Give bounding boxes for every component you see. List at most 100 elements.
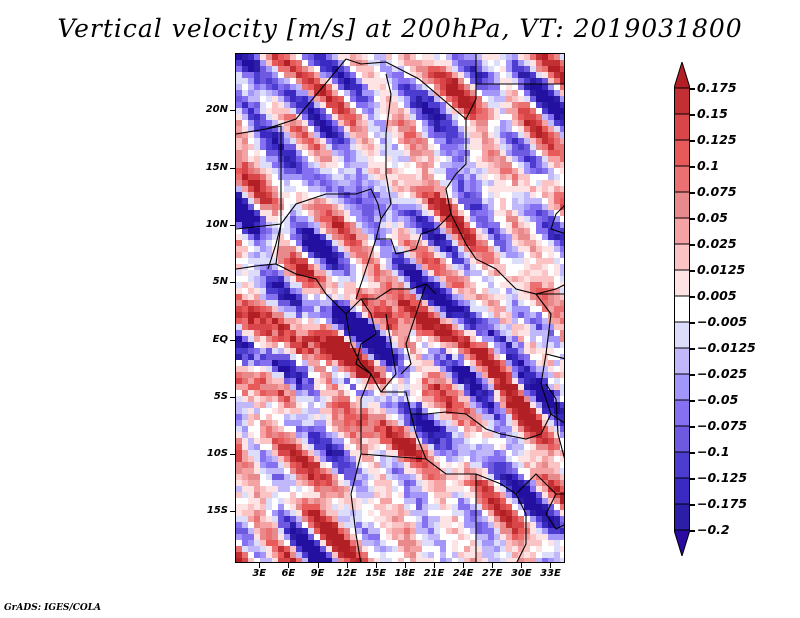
colorbar-box (674, 425, 690, 453)
colorbar-box (674, 113, 690, 141)
colorbar-bottom-arrow (673, 529, 691, 558)
colorbar-label: 0.15 (697, 106, 728, 121)
colorbar-graphic (673, 60, 691, 558)
lon-tick-label: 27E (481, 568, 503, 579)
lon-tick-label: 18E (394, 568, 416, 579)
colorbar-box (674, 269, 690, 297)
lon-tick (404, 563, 406, 568)
lat-tick-label: 15S (206, 505, 228, 517)
colorbar-label: 0.005 (697, 288, 737, 303)
colorbar-box (674, 191, 690, 219)
colorbar-box (674, 399, 690, 427)
colorbar-tick (690, 530, 695, 532)
lon-tick (463, 563, 465, 568)
colorbar-box (674, 503, 690, 531)
lon-tick (492, 563, 494, 568)
colorbar-box (674, 295, 690, 323)
colorbar-tick (690, 270, 695, 272)
colorbar-box (674, 165, 690, 193)
lat-tick (230, 454, 235, 456)
lon-tick-label: 15E (365, 568, 387, 579)
colorbar-label: −0.005 (697, 314, 748, 329)
lon-tick-label: 3E (252, 568, 267, 579)
colorbar-tick (690, 244, 695, 246)
colorbar-tick (690, 504, 695, 506)
lat-tick-label: 15N (205, 161, 228, 173)
colorbar-tick (690, 88, 695, 90)
colorbar-box (674, 347, 690, 375)
field-cells (236, 54, 564, 562)
colorbar-label: 0.125 (697, 132, 737, 147)
colorbar-label: 0.0125 (697, 262, 746, 277)
colorbar-box (674, 217, 690, 245)
lat-tick-label: EQ (212, 333, 228, 345)
colorbar-label: −0.05 (697, 392, 739, 407)
lon-tick-label: 9E (310, 568, 325, 579)
lat-tick-label: 5S (213, 390, 228, 402)
colorbar-label: −0.2 (697, 522, 730, 537)
lon-tick (433, 563, 435, 568)
colorbar-tick (690, 166, 695, 168)
colorbar-tick (690, 374, 695, 376)
lon-tick (317, 563, 319, 568)
lon-tick-label: 33E (540, 568, 561, 579)
lat-tick-label: 5N (212, 276, 228, 288)
colorbar-tick (690, 478, 695, 480)
lat-tick (230, 339, 235, 341)
colorbar (673, 60, 691, 558)
lat-tick (230, 110, 235, 112)
colorbar-tick (690, 218, 695, 220)
lon-tick-label: 6E (281, 568, 296, 579)
lon-tick (550, 563, 552, 568)
lat-tick (230, 511, 235, 513)
lat-tick (230, 167, 235, 169)
lon-tick-label: 24E (452, 568, 474, 579)
lat-tick (230, 282, 235, 284)
chart-title: Vertical velocity [m/s] at 200hPa, VT: 2… (57, 14, 743, 43)
colorbar-box (674, 321, 690, 349)
lat-tick (230, 224, 235, 226)
colorbar-label: 0.075 (697, 184, 737, 199)
lon-tick-label: 12E (336, 568, 357, 579)
colorbar-label: −0.1 (697, 444, 730, 459)
colorbar-tick (690, 322, 695, 324)
lat-tick-label: 20N (205, 104, 228, 116)
lon-tick-label: 21E (423, 568, 445, 579)
colorbar-label: −0.075 (697, 418, 748, 433)
lat-tick-label: 10N (205, 218, 228, 230)
colorbar-label: 0.1 (697, 158, 720, 173)
colorbar-box (674, 477, 690, 505)
colorbar-tick (690, 114, 695, 116)
colorbar-tick (690, 348, 695, 350)
lon-tick (346, 563, 348, 568)
lon-tick (259, 563, 261, 568)
colorbar-box (674, 243, 690, 271)
velocity-field (236, 54, 564, 562)
colorbar-label: −0.025 (697, 366, 748, 381)
colorbar-label: −0.175 (697, 496, 748, 511)
colorbar-tick (690, 452, 695, 454)
colorbar-label: 0.175 (697, 80, 737, 95)
colorbar-label: 0.025 (697, 236, 737, 251)
lon-tick-label: 30E (510, 568, 532, 579)
lat-tick (230, 396, 235, 398)
colorbar-label: −0.125 (697, 470, 748, 485)
colorbar-label: 0.05 (697, 210, 728, 225)
lon-tick (375, 563, 377, 568)
colorbar-top-arrow (673, 60, 691, 89)
colorbar-tick (690, 400, 695, 402)
lon-tick (288, 563, 290, 568)
colorbar-label: −0.0125 (697, 340, 756, 355)
colorbar-box (674, 373, 690, 401)
colorbar-box (674, 139, 690, 167)
grads-credit: GrADS: IGES/COLA (4, 603, 102, 613)
colorbar-box (674, 87, 690, 115)
colorbar-tick (690, 426, 695, 428)
colorbar-tick (690, 192, 695, 194)
lon-tick (521, 563, 523, 568)
lat-tick-label: 10S (206, 448, 228, 460)
colorbar-tick (690, 140, 695, 142)
colorbar-tick (690, 296, 695, 298)
colorbar-box (674, 451, 690, 479)
map-plot-area (235, 53, 565, 563)
